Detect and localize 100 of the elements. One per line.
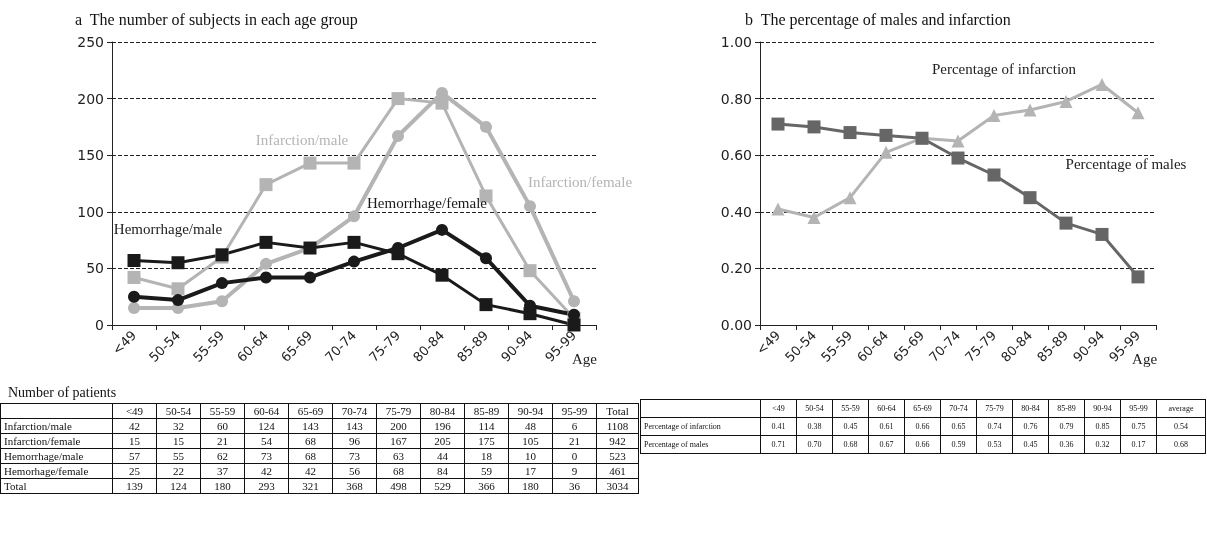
point xyxy=(171,282,185,296)
text: Number of patients xyxy=(7,385,118,401)
text: Percentage of males xyxy=(644,440,709,449)
text: average xyxy=(1156,399,1206,418)
y-tick-label: 250 xyxy=(77,34,104,50)
point xyxy=(987,109,1001,123)
text: 180 xyxy=(214,480,231,492)
data-label: 59 xyxy=(464,463,509,479)
data-label: 175 xyxy=(464,433,509,449)
chart-title: b The percentage of males and infarction xyxy=(745,10,1011,29)
point xyxy=(1023,103,1037,117)
data-label: 48 xyxy=(508,418,553,434)
text: 368 xyxy=(346,480,363,492)
data-label: 21 xyxy=(552,433,597,449)
point xyxy=(259,235,273,249)
category-label: 85-89 xyxy=(473,405,500,417)
data-label: 143 xyxy=(288,418,333,434)
point xyxy=(1131,106,1145,120)
data-label: 10 xyxy=(508,448,553,464)
data-label: 63 xyxy=(376,448,421,464)
point xyxy=(807,120,821,134)
data-label: 42 xyxy=(112,418,157,434)
data-label: 15 xyxy=(112,433,157,449)
chart-title: a The number of subjects in each age group xyxy=(75,10,358,29)
point xyxy=(807,210,821,224)
point xyxy=(127,270,141,284)
data-label: 0.85 xyxy=(1084,417,1121,436)
data-label: 0.36 xyxy=(1048,435,1085,454)
text: 523 xyxy=(596,448,639,464)
point xyxy=(987,168,1001,182)
data-label: 0.65 xyxy=(940,417,977,436)
point xyxy=(216,277,228,290)
text: Hemorrhage/male xyxy=(0,448,113,464)
point xyxy=(435,268,449,282)
data-label: 44 xyxy=(420,448,465,464)
data-label: 17 xyxy=(508,463,553,479)
data-label: 0.71 xyxy=(760,435,797,454)
category-label: 70-74 xyxy=(949,404,968,413)
y-tick-label: 0.00 xyxy=(720,317,752,333)
point xyxy=(436,223,448,236)
point xyxy=(951,151,965,165)
x-tick-label: <49 xyxy=(753,327,784,358)
point xyxy=(843,126,857,140)
x-tick-label: <49 xyxy=(109,327,140,358)
text: Hemorhage/female xyxy=(0,463,113,479)
data-label: 6 xyxy=(552,418,597,434)
data-label: 73 xyxy=(332,448,377,464)
data-label: 15 xyxy=(156,433,201,449)
point xyxy=(259,178,273,192)
text: 0.68 xyxy=(1156,435,1206,454)
category-label: 75-79 xyxy=(385,405,412,417)
text: 461 xyxy=(596,463,639,479)
text: Total xyxy=(596,403,639,419)
category-label: 65-69 xyxy=(913,404,932,413)
text: 3034 xyxy=(596,478,639,494)
data-label: 73 xyxy=(244,448,289,464)
category-label: <49 xyxy=(772,404,785,413)
data-label: 54 xyxy=(244,433,289,449)
data-label: 143 xyxy=(332,418,377,434)
point xyxy=(1023,191,1037,205)
data-label: 0.74 xyxy=(976,417,1013,436)
data-label: 42 xyxy=(288,463,333,479)
point xyxy=(568,295,580,308)
data-label: 57 xyxy=(112,448,157,464)
series-label: Infarction/female xyxy=(527,173,633,190)
data-label: 96 xyxy=(332,433,377,449)
text: Infarction/male xyxy=(0,418,113,434)
y-tick-label: 0.60 xyxy=(720,147,752,164)
data-label: 0.38 xyxy=(796,417,833,436)
point xyxy=(127,253,141,267)
point xyxy=(951,134,965,148)
y-tick-label: 1.00 xyxy=(720,34,752,50)
point xyxy=(128,290,140,303)
data-label: 25 xyxy=(112,463,157,479)
point xyxy=(523,264,537,278)
text: 529 xyxy=(434,480,451,492)
text: Infarction/female xyxy=(0,433,113,449)
y-tick-label: 0.40 xyxy=(720,203,752,220)
category-label: 55-59 xyxy=(841,404,860,413)
point xyxy=(128,302,140,315)
point xyxy=(304,271,316,284)
point xyxy=(303,156,317,170)
data-label: 200 xyxy=(376,418,421,434)
point xyxy=(392,129,404,142)
series-label: Infarction/male xyxy=(255,132,349,149)
point xyxy=(879,145,893,159)
point xyxy=(435,96,449,110)
category-label: 55-59 xyxy=(209,405,236,417)
point xyxy=(171,256,185,270)
series-label: Percentage of infarction xyxy=(931,60,1077,77)
point xyxy=(771,202,785,216)
y-tick-label: 0.80 xyxy=(720,90,752,107)
category-label: 90-94 xyxy=(517,405,544,417)
y-tick-label: 0.20 xyxy=(720,260,752,277)
text: 124 xyxy=(170,480,187,492)
data-label: 0.66 xyxy=(904,435,941,454)
point xyxy=(260,257,272,270)
data-label: 42 xyxy=(244,463,289,479)
point xyxy=(843,191,857,205)
point xyxy=(879,128,893,142)
